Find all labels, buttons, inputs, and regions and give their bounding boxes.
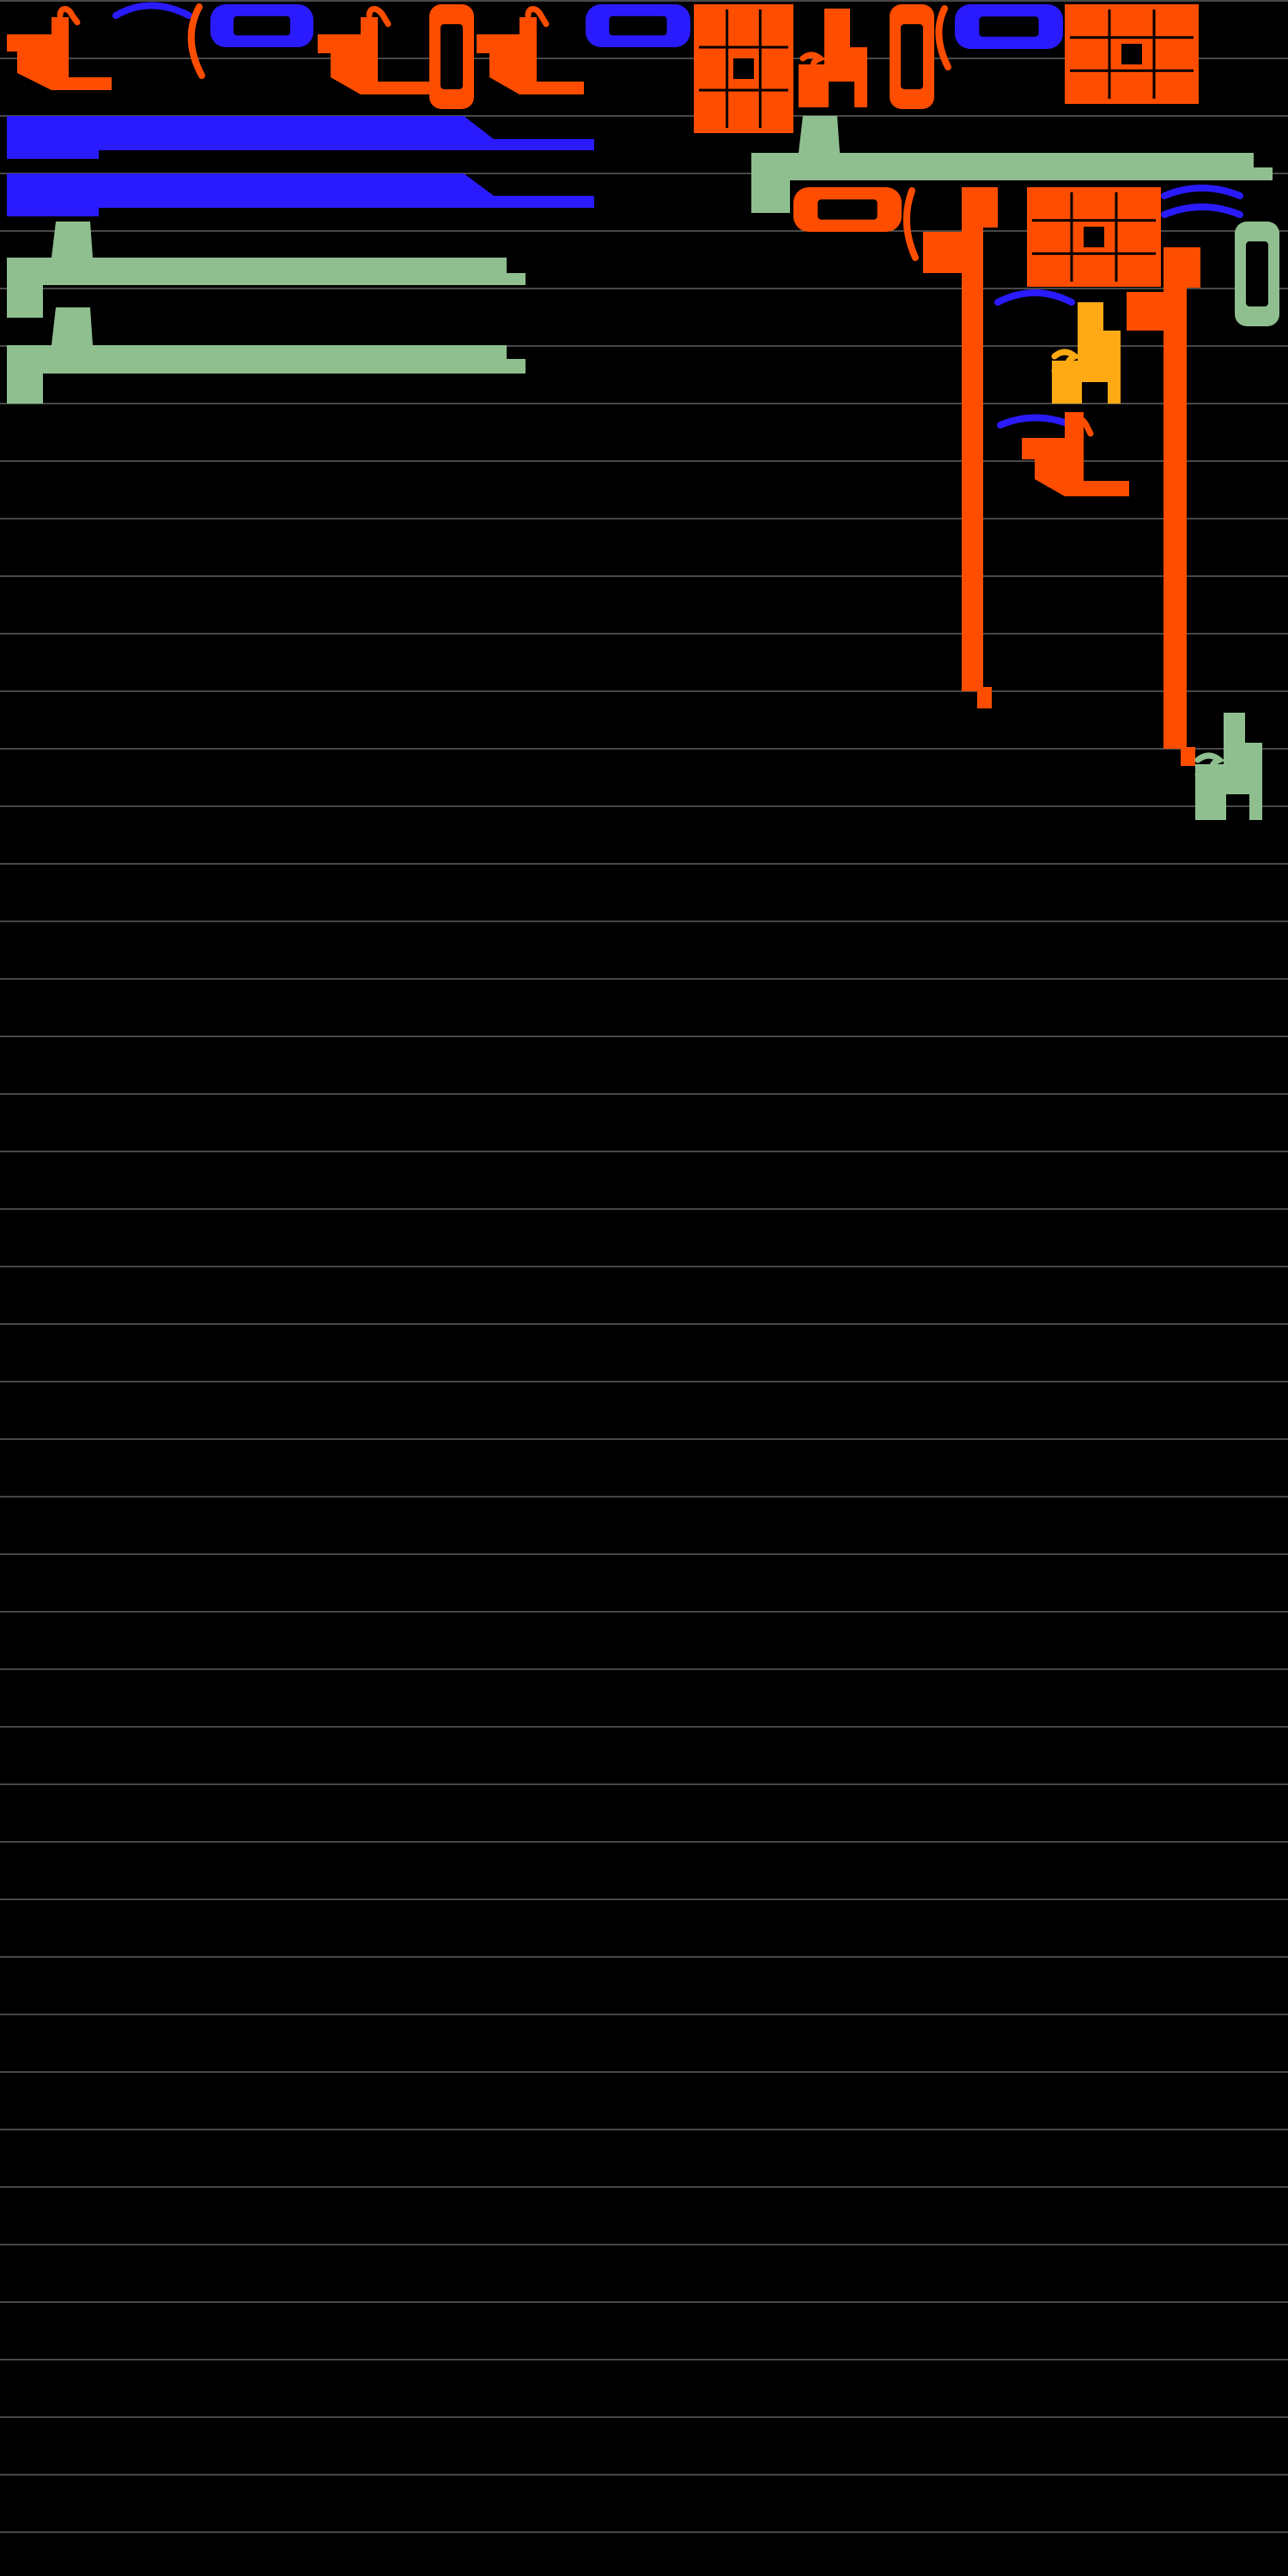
- glyph-cluster-part: [1022, 412, 1129, 496]
- letter-shape-part: [1052, 302, 1121, 404]
- paren-stroke: [902, 187, 919, 261]
- paren-stroke: [187, 3, 205, 79]
- capsule-shape: [586, 4, 690, 47]
- glyph-cluster-part: [7, 17, 112, 90]
- paren-stroke: [935, 5, 951, 70]
- capsule-shape: [210, 4, 313, 47]
- bar-body: [7, 173, 594, 216]
- arc-shape: [994, 289, 1075, 306]
- letter-shape-shape: [1051, 302, 1121, 404]
- grid-block-shape: [1027, 187, 1161, 287]
- long-bar-body: [7, 307, 526, 404]
- grid-center: [733, 58, 754, 79]
- letter-shape-shape: [1194, 713, 1262, 820]
- capsule-cutout: [817, 199, 878, 220]
- glyph-cluster-shape: [7, 6, 112, 90]
- glyph-cluster-part: [318, 17, 429, 94]
- bar-shape: [7, 173, 594, 216]
- vertical-column-shape: [923, 187, 998, 708]
- letter-shape-shape: [799, 9, 867, 107]
- capsule-vertical-shape: [1235, 222, 1279, 326]
- vertical-column-body: [1127, 247, 1200, 766]
- grid-divider: [758, 9, 762, 128]
- arc-stroke: [997, 414, 1075, 428]
- grid-divider: [699, 88, 788, 92]
- grid-divider: [1152, 9, 1156, 99]
- long-bar-shape: [7, 307, 526, 404]
- glyph-cluster-part: [525, 6, 550, 27]
- bar-shape: [7, 116, 594, 159]
- grid-divider: [1070, 69, 1194, 72]
- letter-shape-part: [799, 9, 867, 107]
- grid-divider: [1115, 192, 1118, 282]
- paren-shape: [187, 3, 205, 79]
- paren-shape: [935, 5, 951, 70]
- grid-divider: [1108, 9, 1111, 99]
- glyph-cluster-part: [477, 17, 584, 94]
- bar-body: [7, 116, 594, 159]
- arc-stroke: [112, 2, 192, 19]
- arc-stroke: [1161, 204, 1243, 218]
- capsule-vertical-shape: [429, 4, 474, 109]
- letter-shape-part: [1194, 752, 1225, 781]
- arc-stroke: [994, 289, 1075, 306]
- glyph-cluster-shape: [1022, 412, 1129, 496]
- grid-center: [1121, 44, 1142, 64]
- glyph-cluster-shape: [318, 6, 429, 94]
- capsule-cutout: [609, 15, 667, 36]
- grid-divider: [726, 9, 729, 128]
- arc-stroke: [1161, 185, 1243, 199]
- capsule-cutout: [234, 15, 290, 36]
- letter-shape-part: [799, 52, 826, 77]
- capsule-vertical-cutout: [440, 24, 463, 89]
- capsule-vertical-shape: [890, 4, 934, 109]
- glyph-cluster-part: [57, 6, 81, 26]
- glyph-shapes: [7, 2, 1279, 820]
- capsule-cutout: [979, 16, 1039, 37]
- capsule-vertical-cutout: [901, 24, 923, 89]
- grid-block-shape: [1065, 4, 1199, 104]
- grid-block-shape: [694, 4, 793, 133]
- letter-shape-part: [1051, 349, 1081, 378]
- paren-shape: [902, 187, 919, 261]
- letter-shape-part: [1195, 713, 1262, 820]
- capsule-shape: [955, 4, 1063, 49]
- vertical-column-body: [923, 187, 998, 708]
- glyph-cluster-part: [1070, 416, 1094, 437]
- grid-divider: [1070, 36, 1194, 39]
- long-bar-shape: [7, 222, 526, 318]
- long-bar-body: [751, 116, 1273, 213]
- glyph-cluster-shape: [477, 6, 584, 94]
- grid-divider: [699, 46, 788, 49]
- grid-divider: [1032, 219, 1156, 222]
- capsule-vertical-cutout: [1246, 241, 1268, 307]
- arc-shape: [112, 2, 192, 19]
- capsule-shape: [793, 187, 902, 232]
- grid-divider: [1032, 252, 1156, 255]
- grid-divider: [1070, 192, 1073, 282]
- grid-center: [1084, 227, 1104, 247]
- arc-pair-shape: [1161, 185, 1243, 218]
- long-bar-shape: [751, 116, 1273, 213]
- arc-shape: [997, 414, 1075, 428]
- vertical-column-shape: [1127, 247, 1200, 766]
- glyph-cluster-part: [366, 6, 392, 27]
- long-bar-body: [7, 222, 526, 318]
